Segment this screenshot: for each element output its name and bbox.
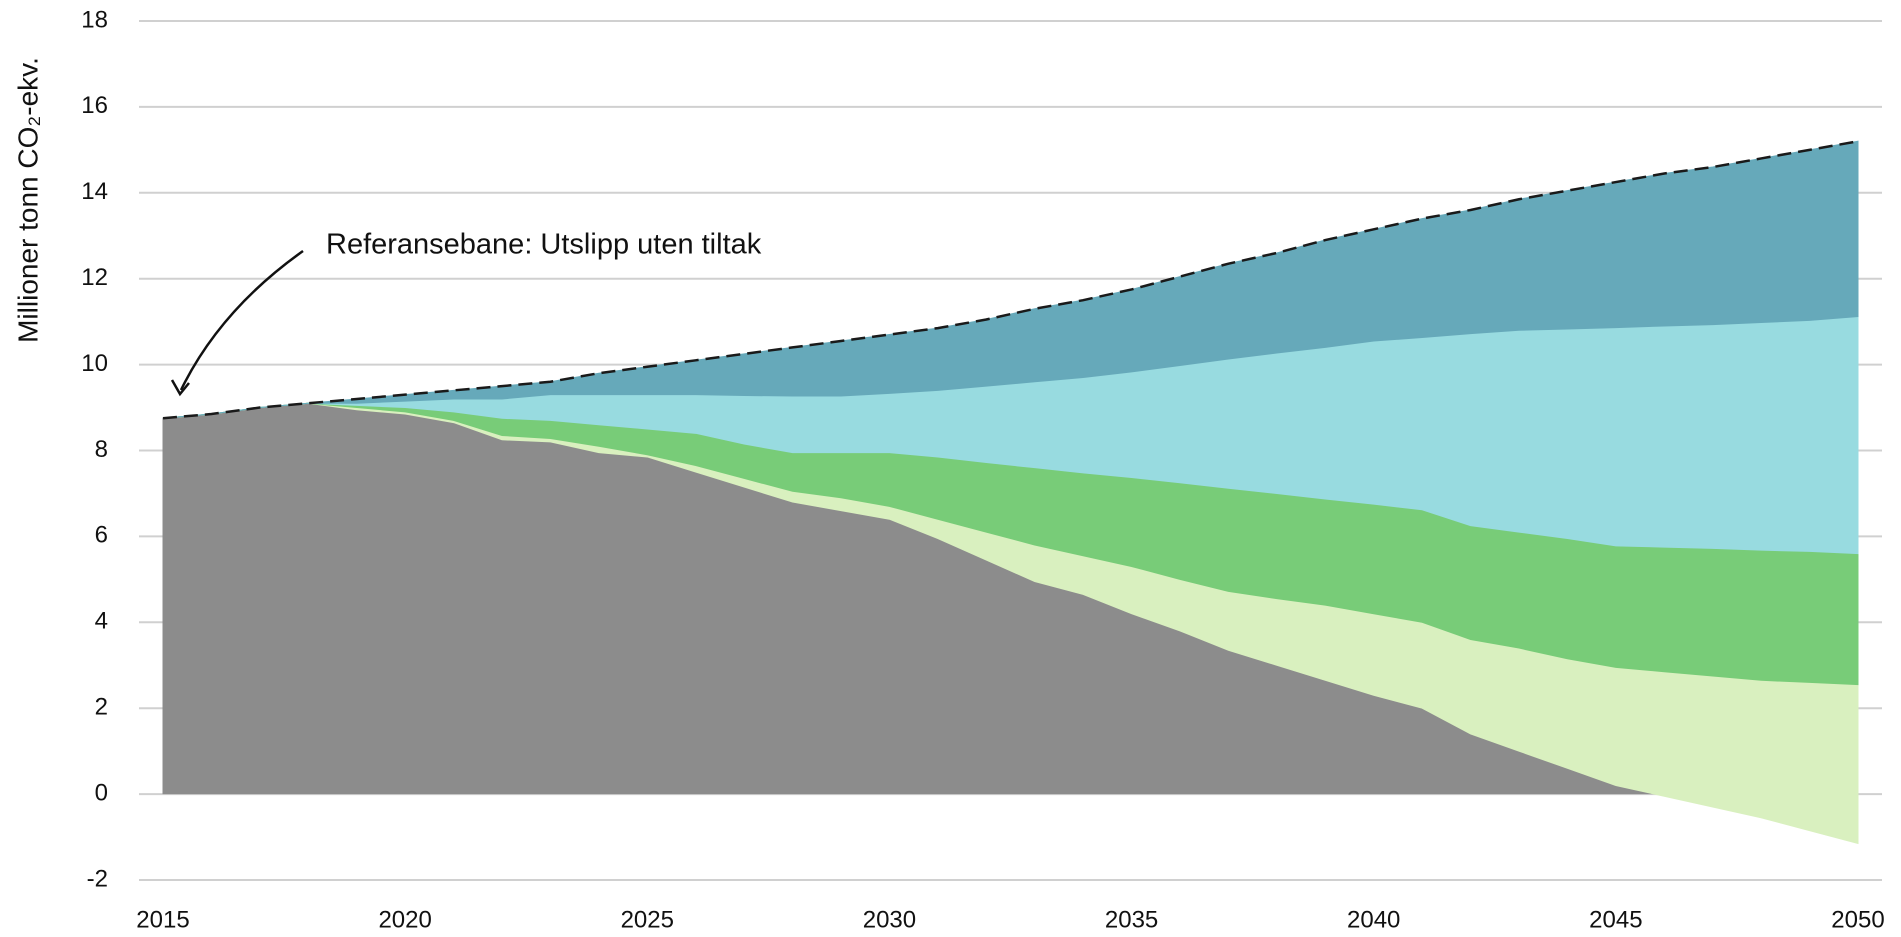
y-tick-label: -2 <box>87 865 108 892</box>
y-tick-label: 14 <box>81 178 108 205</box>
x-tick-label: 2045 <box>1589 906 1642 933</box>
y-tick-label: 8 <box>95 436 108 463</box>
y-tick-label: 18 <box>81 6 108 33</box>
y-tick-label: 10 <box>81 350 108 377</box>
y-tick-label: 12 <box>81 264 108 291</box>
annotation: Referansebane: Utslipp uten tiltak <box>326 229 762 261</box>
x-tick-label: 2030 <box>863 906 916 933</box>
y-axis-label: Millioner tonn CO₂-ekv. <box>12 57 43 343</box>
areas <box>162 140 1859 845</box>
x-tick-label: 2040 <box>1347 906 1400 933</box>
y-tick-label: 0 <box>95 779 108 806</box>
annotation-arrow <box>179 249 304 391</box>
reference-line <box>162 140 1859 420</box>
y-tick-label: 6 <box>95 522 108 549</box>
arrow-head <box>170 379 190 397</box>
y-tick-label: 16 <box>81 92 108 119</box>
y-tick-label: 4 <box>95 608 108 635</box>
x-tick-label: 2035 <box>1105 906 1158 933</box>
x-tick-label: 2025 <box>621 906 674 933</box>
x-tick-label: 2020 <box>378 906 431 933</box>
y-tick-label: 2 <box>95 694 108 721</box>
x-tick-label: 2050 <box>1831 906 1884 933</box>
x-tick-label: 2015 <box>136 906 189 933</box>
